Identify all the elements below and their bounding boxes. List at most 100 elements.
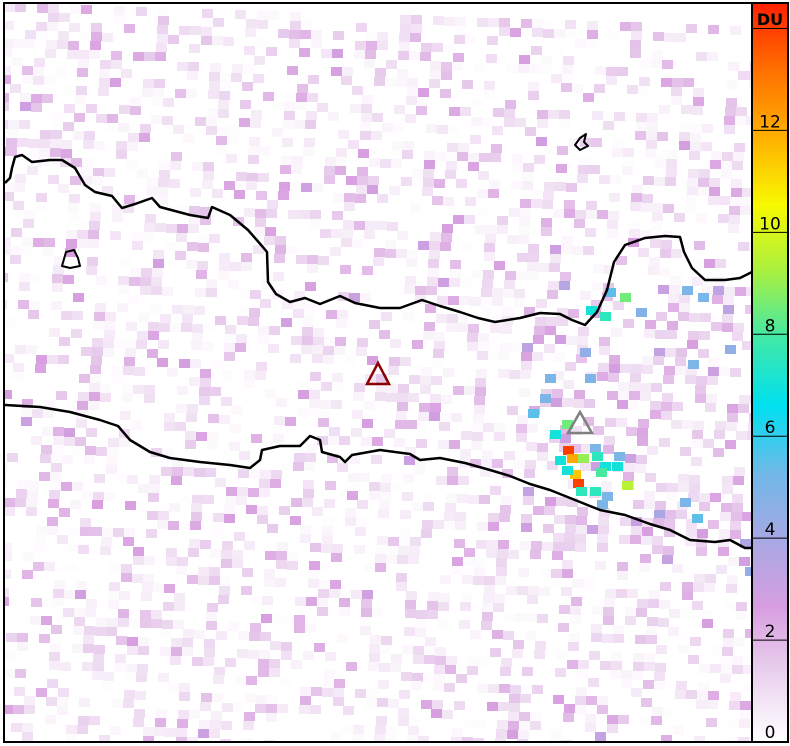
- so2-pixel: [456, 674, 467, 683]
- so2-pixel: [678, 483, 689, 492]
- so2-pixel: [270, 641, 281, 650]
- so2-pixel: [133, 718, 144, 727]
- so2-pixel: [432, 196, 443, 205]
- so2-pixel: [446, 161, 457, 170]
- so2-pixel: [662, 60, 673, 69]
- so2-pixel: [208, 414, 219, 423]
- so2-pixel: [474, 567, 485, 576]
- so2-pixel: [575, 705, 586, 714]
- so2-pixel: [682, 420, 693, 429]
- so2-pixel: [533, 335, 544, 344]
- so2-pixel: [576, 687, 587, 696]
- so2-pixel: [172, 458, 183, 467]
- so2-pixel: [21, 408, 32, 417]
- so2-pixel: [694, 241, 705, 250]
- so2-pixel: [304, 462, 315, 471]
- so2-pixel: [407, 78, 418, 87]
- so2-pixel: [253, 245, 264, 254]
- so2-pixel: [177, 719, 188, 728]
- so2-pixel: [317, 436, 328, 445]
- so2-pixel: [432, 43, 443, 52]
- so2-pixel: [484, 252, 495, 261]
- so2-pixel: [201, 522, 212, 531]
- so2-pixel: [132, 241, 143, 250]
- so2-pixel: [653, 356, 664, 365]
- so2-pixel: [551, 569, 562, 578]
- so2-pixel: [23, 552, 34, 561]
- so2-pixel: [325, 148, 336, 157]
- so2-pixel: [19, 120, 30, 129]
- so2-pixel: [376, 383, 387, 392]
- so2-pixel: [673, 726, 684, 735]
- so2-pixel: [501, 496, 512, 505]
- so2-pixel: [208, 90, 219, 99]
- so2-pixel: [672, 78, 683, 87]
- so2-pixel: [136, 502, 147, 511]
- so2-pixel: [673, 222, 684, 231]
- so2-pixel: [173, 620, 184, 629]
- so2-pixel: [248, 650, 259, 659]
- so2-pixel: [641, 536, 652, 545]
- so2-pixel: [70, 176, 81, 185]
- so2-pixel: [168, 683, 179, 692]
- so2-pixel: [322, 202, 333, 211]
- so2-pixel: [413, 655, 424, 664]
- so2-pixel: [299, 705, 310, 714]
- so2-pixel: [306, 102, 317, 111]
- so2-pixel: [351, 590, 362, 599]
- so2-pixel: [599, 508, 610, 517]
- so2-pixel: [124, 690, 135, 699]
- so2-pixel: [583, 579, 594, 588]
- so2-pixel: [282, 138, 293, 147]
- so2-pixel: [92, 176, 103, 185]
- so2-pixel: [519, 388, 530, 397]
- so2-pixel: [535, 641, 546, 650]
- so2-pixel: [354, 545, 365, 554]
- so2-pixel: [161, 458, 172, 467]
- so2-pixel: [630, 40, 641, 49]
- so2-pixel: [129, 124, 140, 133]
- so2-pixel: [671, 420, 682, 429]
- so2-pixel: [556, 164, 567, 173]
- so2-pixel: [5, 318, 16, 327]
- so2-pixel: [168, 35, 179, 44]
- so2-pixel: [499, 27, 510, 36]
- so2-pixel: [48, 13, 59, 22]
- so2-pixel: [206, 621, 217, 630]
- so2-pixel: [52, 445, 63, 454]
- so2-pixel: [400, 24, 411, 33]
- so2-pixel: [112, 204, 123, 213]
- so2-pixel: [652, 545, 663, 554]
- so2-pixel: [269, 326, 280, 335]
- so2-pixel: [292, 156, 303, 165]
- so2-pixel: [339, 436, 350, 445]
- so2-pixel: [210, 549, 221, 558]
- so2-pixel: [20, 102, 31, 111]
- so2-pixel: [537, 452, 548, 461]
- so2-pixel: [142, 583, 153, 592]
- so2-pixel: [699, 493, 710, 502]
- so2-pixel: [209, 576, 220, 585]
- so2-pixel: [711, 151, 722, 160]
- so2-pixel: [732, 161, 743, 170]
- so2-pixel: [532, 685, 543, 694]
- so2-pixel: [307, 588, 318, 597]
- so2-pixel: [611, 328, 622, 337]
- so2-pixel: [118, 618, 129, 627]
- so2-pixel: [47, 517, 58, 526]
- so2-pixel: [406, 96, 417, 105]
- so2-pixel: [259, 155, 270, 164]
- so2-pixel: [530, 226, 541, 235]
- so2-pixel: [483, 432, 494, 441]
- so2-pixel: [140, 277, 151, 286]
- so2-pixel: [53, 598, 64, 607]
- so2-pixel: [592, 606, 603, 615]
- so2-pixel: [433, 682, 444, 691]
- so2-pixel: [565, 515, 576, 524]
- so2-pixel: [691, 124, 702, 133]
- so2-pixel: [161, 629, 172, 638]
- so2-pixel: [296, 255, 307, 264]
- so2-pixel: [260, 299, 271, 308]
- so2-pixel: [300, 687, 311, 696]
- so2-pixel: [140, 286, 151, 295]
